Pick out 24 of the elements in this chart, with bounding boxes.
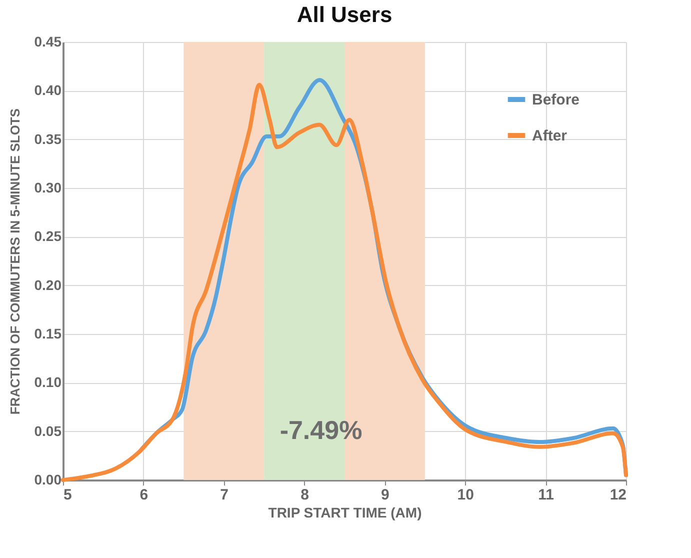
x-tick-label: 6 [140, 486, 148, 504]
y-tick-label: 0.05 [34, 422, 62, 439]
y-tick-label: 0.35 [34, 130, 62, 147]
legend-label: Before [532, 92, 580, 108]
y-tick-label: 0.30 [34, 180, 62, 196]
y-tick-label: 0.00 [34, 472, 62, 488]
x-tick-label: 9 [381, 486, 390, 504]
y-axis-title: FRACTION OF COMMUTERS IN 5-MINUTE SLOTS [7, 108, 22, 415]
y-tick-label: 0.15 [34, 326, 62, 342]
annotation: -7.49% [280, 415, 362, 445]
y-tick-label: 0.25 [34, 228, 62, 244]
chart-title: All Users [296, 2, 392, 27]
x-tick-label: 7 [220, 486, 229, 504]
legend-label: After [532, 128, 568, 144]
y-tick-label: 0.10 [34, 374, 62, 390]
y-tick-label: 0.40 [34, 82, 62, 98]
x-tick-label: 8 [300, 486, 309, 504]
y-tick-label: 0.45 [34, 34, 62, 50]
y-tick-label: 0.20 [34, 276, 62, 293]
x-axis-title: TRIP START TIME (AM) [268, 504, 422, 520]
x-tick-label: 11 [538, 486, 554, 504]
x-tick-label: 10 [457, 486, 474, 504]
x-tick-label: 5 [64, 486, 72, 504]
x-tick-label: 12 [610, 486, 626, 504]
